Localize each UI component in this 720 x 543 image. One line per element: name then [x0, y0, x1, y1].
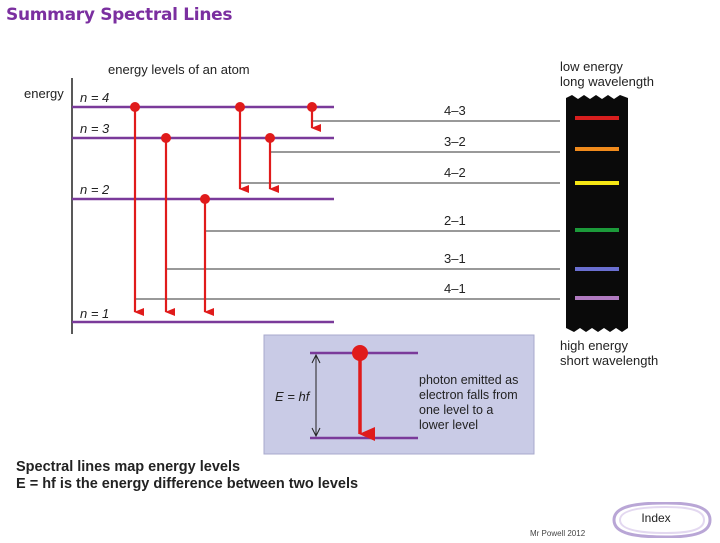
level-label-n3: n = 3 [80, 121, 110, 136]
spectrum-line-3 [575, 181, 619, 185]
inset-electron-dot [352, 345, 368, 361]
index-button-shape [612, 501, 712, 539]
spectrum-top-label-line1: low energy [560, 59, 623, 74]
inset-description-line3: one level to a [419, 403, 493, 417]
index-button-label: Index [641, 511, 671, 525]
transition-label-3-2: 3–2 [444, 134, 466, 149]
credit-text: Mr Powell 2012 [530, 529, 586, 538]
spectrum-lines [575, 116, 619, 300]
caption-line1: Spectral lines map energy levels [16, 459, 241, 475]
transition-label-4-3: 4–3 [444, 103, 466, 118]
spectrum-line-2 [575, 147, 619, 151]
electron-dot-4-3 [307, 102, 317, 112]
electron-dot-4-1 [130, 102, 140, 112]
spectrum-line-5 [575, 267, 619, 271]
electron-dot-2-1 [200, 194, 210, 204]
electron-dot-4-2 [235, 102, 245, 112]
spectrum-bottom-label-line2: short wavelength [560, 353, 658, 368]
level-label-n2: n = 2 [80, 182, 110, 197]
electron-dots [130, 102, 317, 204]
transition-label-4-2: 4–2 [444, 165, 466, 180]
inset-formula: E = hf [275, 389, 311, 404]
index-button[interactable]: Index [606, 501, 716, 539]
transition-label-3-1: 3–1 [444, 251, 466, 266]
spectrum-bottom-label-line1: high energy [560, 338, 628, 353]
spectrum-line-1 [575, 116, 619, 120]
inset-bracket-bottom-tip [311, 427, 321, 438]
transition-label-4-1: 4–1 [444, 281, 466, 296]
electron-dot-3-2 [265, 133, 275, 143]
caption-line2: E = hf is the energy difference between … [16, 476, 359, 492]
spectrum-top-label-line2: long wavelength [560, 74, 654, 89]
page-title: Summary Spectral Lines [6, 5, 233, 25]
transition-label-2-1: 2–1 [444, 213, 466, 228]
level-label-n1: n = 1 [80, 306, 109, 321]
inset-description-line1: photon emitted as [419, 373, 518, 387]
inset-bracket-top-tip [311, 353, 321, 364]
spectrum-line-6 [575, 296, 619, 300]
spectrum-strip [566, 95, 628, 332]
inset-description-line2: electron falls from [419, 388, 518, 402]
caption: Spectral lines map energy levels E = hf … [16, 459, 358, 493]
diagram-heading: energy levels of an atom [108, 62, 250, 77]
spectrum-line-4 [575, 228, 619, 232]
level-label-n4: n = 4 [80, 90, 109, 105]
inset-box [263, 334, 535, 455]
inset-description-line4: lower level [419, 418, 478, 432]
energy-axis-label: energy [24, 86, 64, 101]
electron-dot-3-1 [161, 133, 171, 143]
